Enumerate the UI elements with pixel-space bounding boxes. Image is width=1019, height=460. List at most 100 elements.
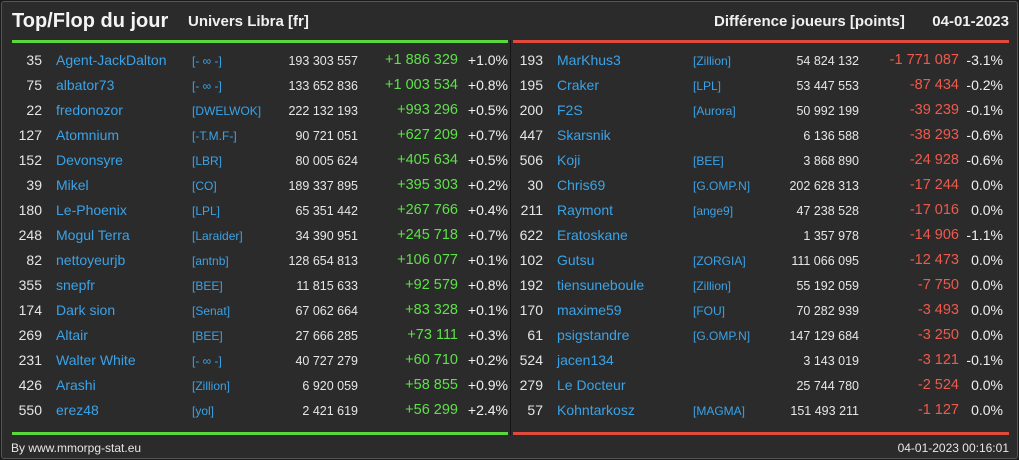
alliance-tag-link[interactable]: [- ∞ -] [192, 54, 222, 68]
percent-change: 0.0% [971, 402, 1003, 418]
player-name-link[interactable]: Altair [56, 327, 88, 343]
player-name-link[interactable]: snepfr [56, 277, 95, 293]
player-points: 189 337 895 [288, 179, 358, 193]
player-name-link[interactable]: erez48 [56, 402, 99, 418]
player-name-link[interactable]: Eratoskane [557, 227, 628, 243]
alliance-tag-link[interactable]: [BEE] [192, 329, 223, 343]
top-player-row: 269 Altair [BEE] 27 666 285 +73 111 +0.3% [12, 323, 508, 348]
player-name-link[interactable]: Mogul Terra [56, 227, 130, 243]
alliance-tag-link[interactable]: [Zillion] [693, 54, 732, 68]
percent-change: +0.9% [467, 377, 508, 393]
alliance-tag-link[interactable]: [BEE] [693, 154, 724, 168]
alliance-tag-link[interactable]: [yol] [192, 404, 215, 418]
player-name-link[interactable]: albator73 [56, 77, 115, 93]
player-rank: 102 [519, 252, 543, 268]
top-accent-bar-bottom [12, 432, 508, 435]
percent-change: 0.0% [971, 327, 1003, 343]
points-difference: -87 434 [909, 77, 959, 93]
player-name-link[interactable]: Agent-JackDalton [56, 52, 167, 68]
flop-player-row: 447 Skarsnik 6 136 588 -38 293 -0.6% [513, 123, 1009, 148]
percent-change: +0.2% [467, 352, 508, 368]
alliance-tag-link[interactable]: [antnb] [192, 254, 229, 268]
player-name-link[interactable]: Gutsu [557, 252, 595, 268]
percent-change: +0.4% [467, 202, 508, 218]
player-rank: 195 [519, 77, 543, 93]
points-difference: -2 524 [917, 377, 959, 393]
top-player-row: 248 Mogul Terra [Laraider] 34 390 951 +245 7… [12, 223, 508, 248]
percent-change: 0.0% [971, 302, 1003, 318]
player-points: 11 815 633 [296, 279, 358, 293]
player-rank: 231 [18, 352, 42, 368]
alliance-tag-link[interactable]: [Laraider] [192, 229, 243, 243]
player-name-link[interactable]: F2S [557, 102, 583, 118]
alliance-tag-link[interactable]: [ZORGIA] [693, 254, 746, 268]
player-name-link[interactable]: Koji [557, 152, 581, 168]
player-name-link[interactable]: psigstandre [557, 327, 630, 343]
player-name-link[interactable]: MarKhus3 [557, 52, 621, 68]
points-difference: -12 473 [909, 252, 959, 268]
player-name-link[interactable]: Mikel [56, 177, 89, 193]
flop-player-row: 102 Gutsu [ZORGIA] 111 066 095 -12 473 0.0% [513, 248, 1009, 273]
alliance-tag-link[interactable]: [- ∞ -] [192, 79, 222, 93]
points-difference: +395 303 [397, 177, 458, 193]
points-difference: -1 771 087 [889, 52, 959, 68]
player-rank: 22 [26, 102, 42, 118]
alliance-tag-link[interactable]: [LPL] [192, 204, 221, 218]
player-name-link[interactable]: Atomnium [56, 127, 120, 143]
player-name-link[interactable]: fredonozor [56, 102, 123, 118]
page-title: Top/Flop du jour [12, 10, 169, 32]
player-name-link[interactable]: Craker [557, 77, 600, 93]
alliance-tag-link[interactable]: [-T.M.F-] [192, 129, 237, 143]
player-points: 147 129 684 [789, 329, 859, 343]
player-rank: 127 [18, 127, 42, 143]
alliance-tag-link[interactable]: [DWELWOK] [192, 104, 262, 118]
percent-change: +0.5% [467, 152, 508, 168]
top-player-row: 152 Devonsyre [LBR] 80 005 624 +405 634 +0.5% [12, 148, 508, 173]
player-name-link[interactable]: nettoyeurjb [56, 252, 126, 268]
player-name-link[interactable]: Walter White [56, 352, 136, 368]
alliance-tag-link[interactable]: [G.OMP.N] [693, 179, 751, 193]
points-difference: -14 906 [909, 227, 959, 243]
player-rank: 152 [18, 152, 42, 168]
flop-accent-bar [513, 40, 1009, 43]
player-name-link[interactable]: jacen134 [557, 352, 614, 368]
player-points: 34 390 951 [295, 229, 358, 243]
player-points: 27 666 285 [295, 329, 358, 343]
alliance-tag-link[interactable]: [Zillion] [693, 279, 732, 293]
alliance-tag-link[interactable]: [FOU] [693, 304, 725, 318]
player-name-link[interactable]: Le-Phoenix [56, 202, 127, 218]
alliance-tag-link[interactable]: [BEE] [192, 279, 223, 293]
player-name-link[interactable]: Devonsyre [56, 152, 123, 168]
player-name-link[interactable]: Le Docteur [557, 377, 626, 393]
alliance-tag-link[interactable]: [Zillion] [192, 379, 231, 393]
player-name-link[interactable]: Arashi [56, 377, 96, 393]
alliance-tag-link[interactable]: [ange9] [693, 204, 734, 218]
player-name-link[interactable]: Dark sion [56, 302, 116, 318]
points-difference: -17 016 [909, 202, 959, 218]
points-difference: -3 493 [917, 302, 959, 318]
top-player-row: 75 albator73 [- ∞ -] 133 652 836 +1 003 534 +… [12, 73, 508, 98]
alliance-tag-link[interactable]: [LBR] [192, 154, 223, 168]
player-name-link[interactable]: Chris69 [557, 177, 606, 193]
player-points: 202 628 313 [789, 179, 859, 193]
alliance-tag-link[interactable]: [CO] [192, 179, 217, 193]
site-credit: By www.mmorpg-stat.eu [11, 441, 142, 455]
points-difference: +83 328 [405, 302, 458, 318]
alliance-tag-link[interactable]: [G.OMP.N] [693, 329, 751, 343]
alliance-tag-link[interactable]: [- ∞ -] [192, 354, 222, 368]
player-rank: 248 [18, 227, 42, 243]
player-name-link[interactable]: Skarsnik [557, 127, 611, 143]
flop-player-row: 622 Eratoskane 1 357 978 -14 906 -1.1% [513, 223, 1009, 248]
percent-change: -3.1% [966, 52, 1003, 68]
player-rank: 211 [520, 202, 543, 218]
flop-player-row: 192 tiensuneboule [Zillion] 55 192 059 -7 75… [513, 273, 1009, 298]
percent-change: +0.3% [467, 327, 508, 343]
player-name-link[interactable]: maxime59 [557, 302, 622, 318]
player-name-link[interactable]: tiensuneboule [557, 277, 645, 293]
player-name-link[interactable]: Kohntarkosz [557, 402, 635, 418]
player-name-link[interactable]: Raymont [557, 202, 614, 218]
alliance-tag-link[interactable]: [LPL] [693, 79, 722, 93]
alliance-tag-link[interactable]: [Aurora] [693, 104, 736, 118]
alliance-tag-link[interactable]: [Senat] [192, 304, 231, 318]
alliance-tag-link[interactable]: [MAGMA] [693, 404, 746, 418]
